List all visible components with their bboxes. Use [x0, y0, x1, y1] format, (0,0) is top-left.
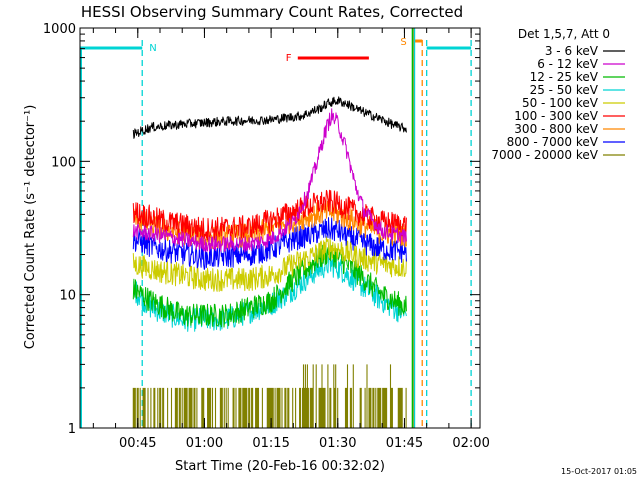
y-tick-label: 1000	[43, 22, 76, 37]
series-layer	[132, 96, 407, 428]
series-line-0	[132, 96, 407, 139]
x-tick-label: 02:00	[452, 436, 489, 451]
saa-label: S	[400, 37, 406, 48]
y-axis-label: Corrected Count Rate (s⁻¹ detector⁻¹)	[23, 105, 38, 350]
flare-label: F	[286, 53, 292, 64]
y-tick-label: 100	[51, 155, 76, 170]
legend-title: Det 1,5,7, Att 0	[518, 27, 610, 41]
plot-frame	[79, 27, 481, 429]
legend-entry-label: 50 - 100 keV	[522, 96, 599, 110]
x-tick-label: 00:45	[119, 436, 156, 451]
night-label: N	[149, 43, 156, 54]
series-line-2	[132, 240, 407, 328]
x-tick-label: 01:30	[319, 436, 356, 451]
x-tick-label: 01:45	[386, 436, 423, 451]
legend-entry-label: 7000 - 20000 keV	[491, 148, 598, 162]
legend-entry-label: 300 - 800 keV	[514, 122, 598, 136]
x-tick-label: 01:15	[252, 436, 289, 451]
y-tick-label: 10	[59, 289, 76, 304]
series-line-5	[132, 189, 407, 242]
series-line-8	[132, 364, 407, 428]
x-tick-label: 01:00	[186, 436, 223, 451]
legend-entry-label: 800 - 7000 keV	[507, 135, 599, 149]
legend-entry-label: 100 - 300 keV	[514, 109, 598, 123]
series-line-1	[132, 108, 407, 253]
legend-entry-label: 12 - 25 keV	[530, 70, 599, 84]
overlay-layer: N F S	[80, 28, 472, 428]
footer-date: 15-Oct-2017 01:05	[561, 467, 637, 476]
legend-entry-label: 6 - 12 keV	[537, 57, 599, 71]
legend-entry-label: 25 - 50 keV	[530, 83, 599, 97]
y-tick-label: 1	[68, 422, 76, 437]
series-line-4	[132, 236, 407, 292]
x-axis-label: Start Time (20-Feb-16 00:32:02)	[175, 459, 385, 474]
legend-entry-label: 3 - 6 keV	[545, 44, 599, 58]
axes-layer: 1 10 100 1000 00:45 01:00 01:15 01:30 01:45 02:00	[43, 22, 490, 451]
chart-title: HESSI Observing Summary Count Rates, Cor…	[81, 3, 463, 21]
